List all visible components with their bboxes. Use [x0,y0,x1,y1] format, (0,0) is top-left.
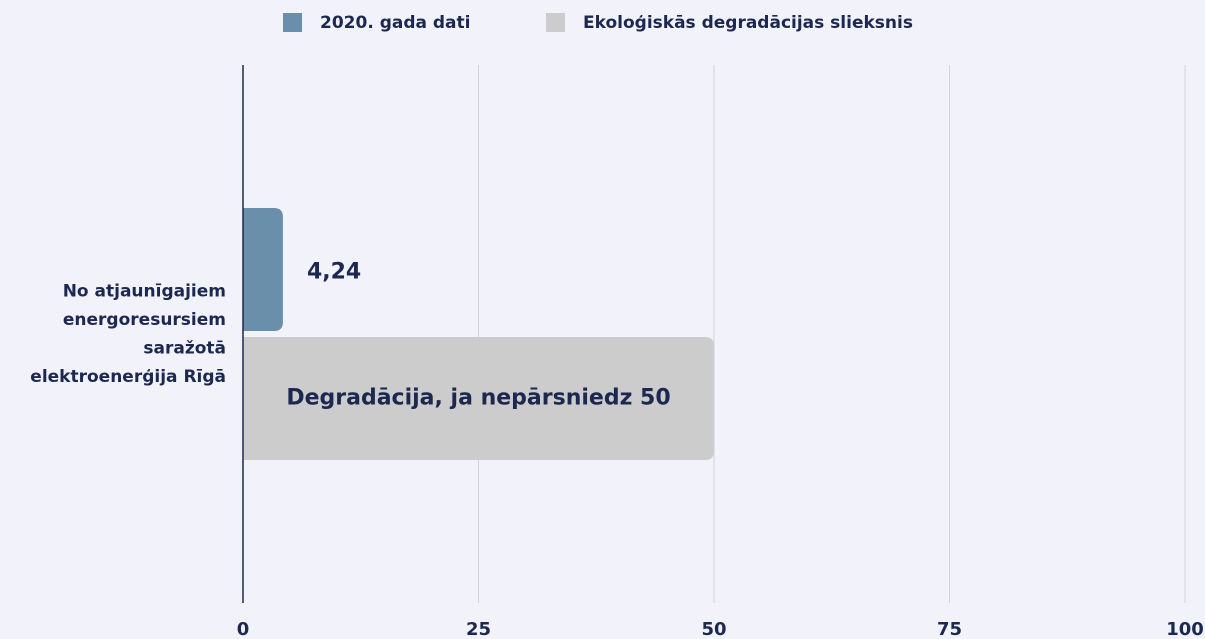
legend-swatch [283,13,302,32]
y-tick-label: No atjaunīgajiem energoresursiem saražotā e… [30,281,226,387]
value-label: Degradācija, ja nepārsniedz 50 [286,386,670,411]
x-tick-label: 75 [937,619,962,639]
value-label: 4,24 [307,260,361,285]
x-tick-label: 25 [466,619,491,639]
x-tick-label: 0 [237,619,250,639]
legend-label: 2020. gada dati [320,13,471,33]
x-tick-label: 50 [701,619,726,639]
legend-swatch [546,13,565,32]
bar [243,208,283,331]
bar [243,337,714,460]
legend-label: Ekoloģiskās degradācijas slieksnis [583,13,913,33]
x-tick-label: 100 [1166,619,1204,639]
